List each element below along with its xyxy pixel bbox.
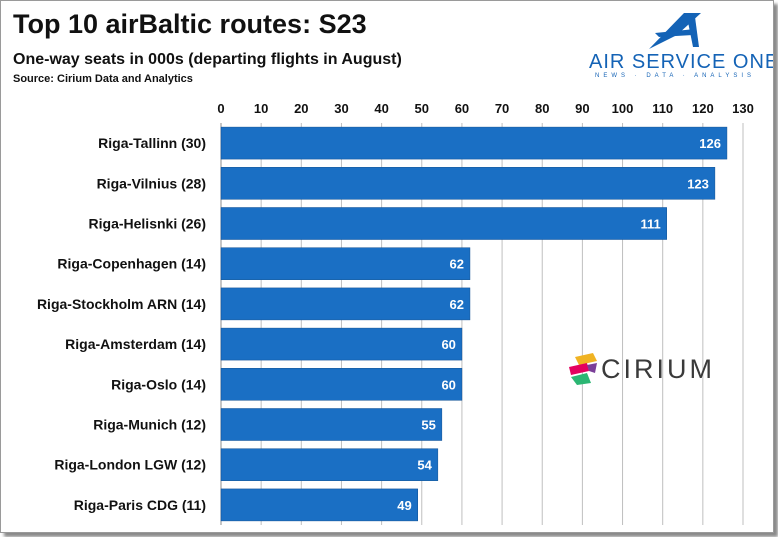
- category-label: Riga-London LGW (12): [54, 457, 206, 473]
- category-label: Riga-Amsterdam (14): [65, 336, 206, 352]
- value-label: 126: [699, 136, 721, 151]
- x-tick-label: 60: [455, 101, 469, 116]
- value-label: 111: [640, 217, 660, 232]
- x-tick-label: 110: [652, 101, 673, 116]
- category-label: Riga-Helisnki (26): [89, 216, 206, 232]
- cirium-name: CIRIUM: [601, 354, 715, 384]
- bar: [220, 327, 463, 361]
- bar: [220, 287, 471, 321]
- x-tick-label: 0: [217, 101, 224, 116]
- category-label: Riga-Oslo (14): [111, 376, 206, 392]
- x-tick-label: 90: [575, 101, 589, 116]
- x-tick-label: 30: [334, 101, 348, 116]
- bar: [220, 448, 439, 481]
- category-label: Riga-Munich (12): [93, 417, 206, 433]
- value-label: 60: [441, 337, 455, 352]
- cirium-logo-icon: [569, 353, 597, 385]
- x-tick-label: 50: [415, 101, 429, 116]
- air-service-one-logo: AIR SERVICE ONE NEWS · DATA · ANALYSIS: [589, 9, 774, 81]
- bar: [220, 247, 471, 280]
- value-label: 54: [417, 458, 432, 473]
- cirium-watermark: CIRIUM: [567, 351, 712, 391]
- category-label: Riga-Stockholm ARN (14): [37, 296, 206, 312]
- value-label: 49: [397, 498, 411, 513]
- x-tick-label: 130: [732, 101, 754, 116]
- x-tick-label: 70: [495, 101, 509, 116]
- bar: [220, 488, 419, 522]
- value-label: 60: [441, 377, 455, 392]
- chart-title: Top 10 airBaltic routes: S23: [13, 9, 367, 39]
- category-label: Riga-Vilnius (28): [97, 175, 206, 191]
- x-tick-label: 40: [374, 101, 388, 116]
- bar: [220, 368, 463, 401]
- x-tick-label: 20: [294, 101, 308, 116]
- bar: [220, 408, 443, 441]
- x-tick-label: 100: [612, 101, 634, 116]
- plane-logo-icon: [649, 13, 701, 49]
- x-tick-label: 120: [692, 101, 714, 116]
- logo-tagline: NEWS · DATA · ANALYSIS: [594, 73, 755, 79]
- chart-subtitle: One-way seats in 000s (departing flights…: [13, 51, 402, 68]
- category-label: Riga-Paris CDG (11): [74, 497, 206, 513]
- x-tick-label: 10: [254, 101, 268, 116]
- category-label: Riga-Tallinn (30): [98, 135, 206, 151]
- value-label: 55: [421, 418, 435, 433]
- bar: [220, 207, 667, 240]
- bar: [220, 167, 716, 200]
- value-label: 62: [449, 297, 463, 312]
- value-label: 123: [687, 176, 709, 191]
- logo-name: AIR SERVICE ONE: [589, 51, 774, 73]
- value-label: 62: [449, 257, 463, 272]
- category-label: Riga-Copenhagen (14): [57, 256, 206, 272]
- bar: [220, 126, 728, 160]
- chart-source: Source: Cirium Data and Analytics: [13, 73, 193, 85]
- x-tick-label: 80: [535, 101, 549, 116]
